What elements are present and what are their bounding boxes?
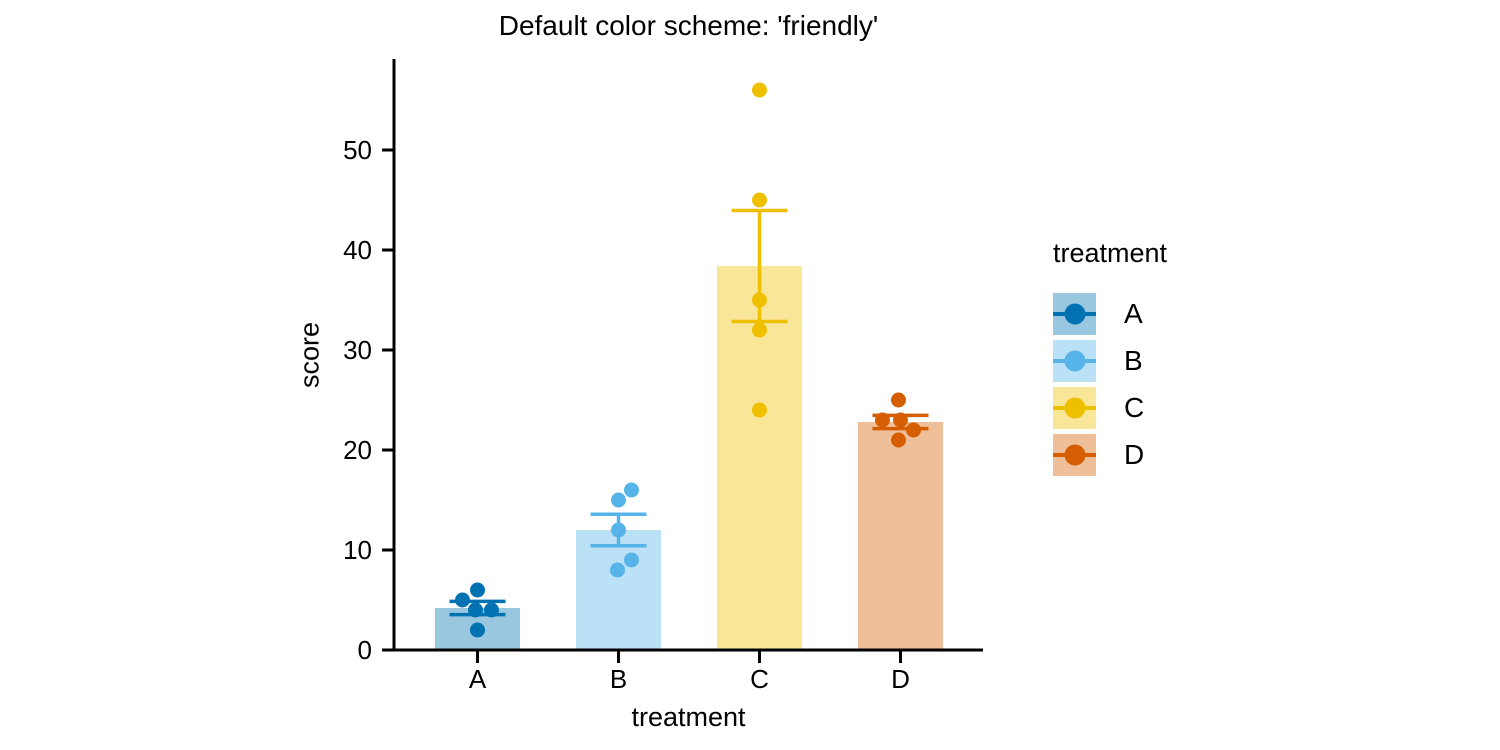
data-point-B xyxy=(611,492,626,508)
legend-label: A xyxy=(1124,298,1143,329)
data-point-C xyxy=(752,402,767,418)
mean-bar-D xyxy=(858,422,943,650)
data-point-A xyxy=(455,592,470,608)
legend-key-dot xyxy=(1064,397,1085,419)
chart-title: Default color scheme: 'friendly' xyxy=(498,10,879,41)
data-point-B xyxy=(624,552,639,568)
x-tick-label: C xyxy=(750,664,769,694)
legend-item-A: A xyxy=(1053,293,1167,335)
legend-key-A xyxy=(1053,293,1096,335)
data-point-B xyxy=(611,522,626,538)
legend-title: treatment xyxy=(1053,238,1168,268)
x-axis-label: treatment xyxy=(631,702,746,732)
data-point-D xyxy=(906,422,921,438)
legend-key-B xyxy=(1053,340,1096,382)
data-point-A xyxy=(470,582,485,598)
data-point-D xyxy=(891,432,906,448)
legend-item-D: D xyxy=(1053,434,1167,476)
legend-key-dot xyxy=(1064,303,1085,325)
legend-key-dot xyxy=(1064,350,1085,372)
y-tick-label: 10 xyxy=(343,535,372,565)
data-point-D xyxy=(893,412,908,428)
legend-key-C xyxy=(1053,387,1096,429)
legend-key-D xyxy=(1053,434,1096,476)
data-point-A xyxy=(484,602,499,618)
x-tick-label: B xyxy=(610,664,627,694)
legend-key-dot xyxy=(1064,444,1085,466)
data-point-D xyxy=(875,412,890,428)
y-tick-label: 20 xyxy=(343,435,372,465)
data-point-C xyxy=(752,192,767,208)
legend-item-C: C xyxy=(1053,387,1167,429)
y-axis-label: score xyxy=(294,321,325,389)
mean-bar-B xyxy=(576,530,661,650)
y-tick-label: 50 xyxy=(343,135,372,165)
legend-label: D xyxy=(1124,439,1145,470)
legend-item-B: B xyxy=(1053,340,1167,382)
data-point-C xyxy=(752,292,767,308)
data-point-C xyxy=(752,82,767,98)
legend-label: B xyxy=(1124,345,1143,376)
data-point-A xyxy=(468,602,483,618)
y-tick-label: 30 xyxy=(343,335,372,365)
data-point-B xyxy=(624,482,639,498)
data-point-A xyxy=(470,622,485,638)
y-tick-label: 40 xyxy=(343,235,372,265)
data-point-C xyxy=(752,322,767,338)
data-point-B xyxy=(610,562,625,578)
x-tick-label: D xyxy=(891,664,910,694)
data-point-D xyxy=(891,392,906,408)
y-tick-label: 0 xyxy=(358,635,372,665)
legend-label: C xyxy=(1124,392,1145,423)
x-tick-label: A xyxy=(469,664,487,694)
